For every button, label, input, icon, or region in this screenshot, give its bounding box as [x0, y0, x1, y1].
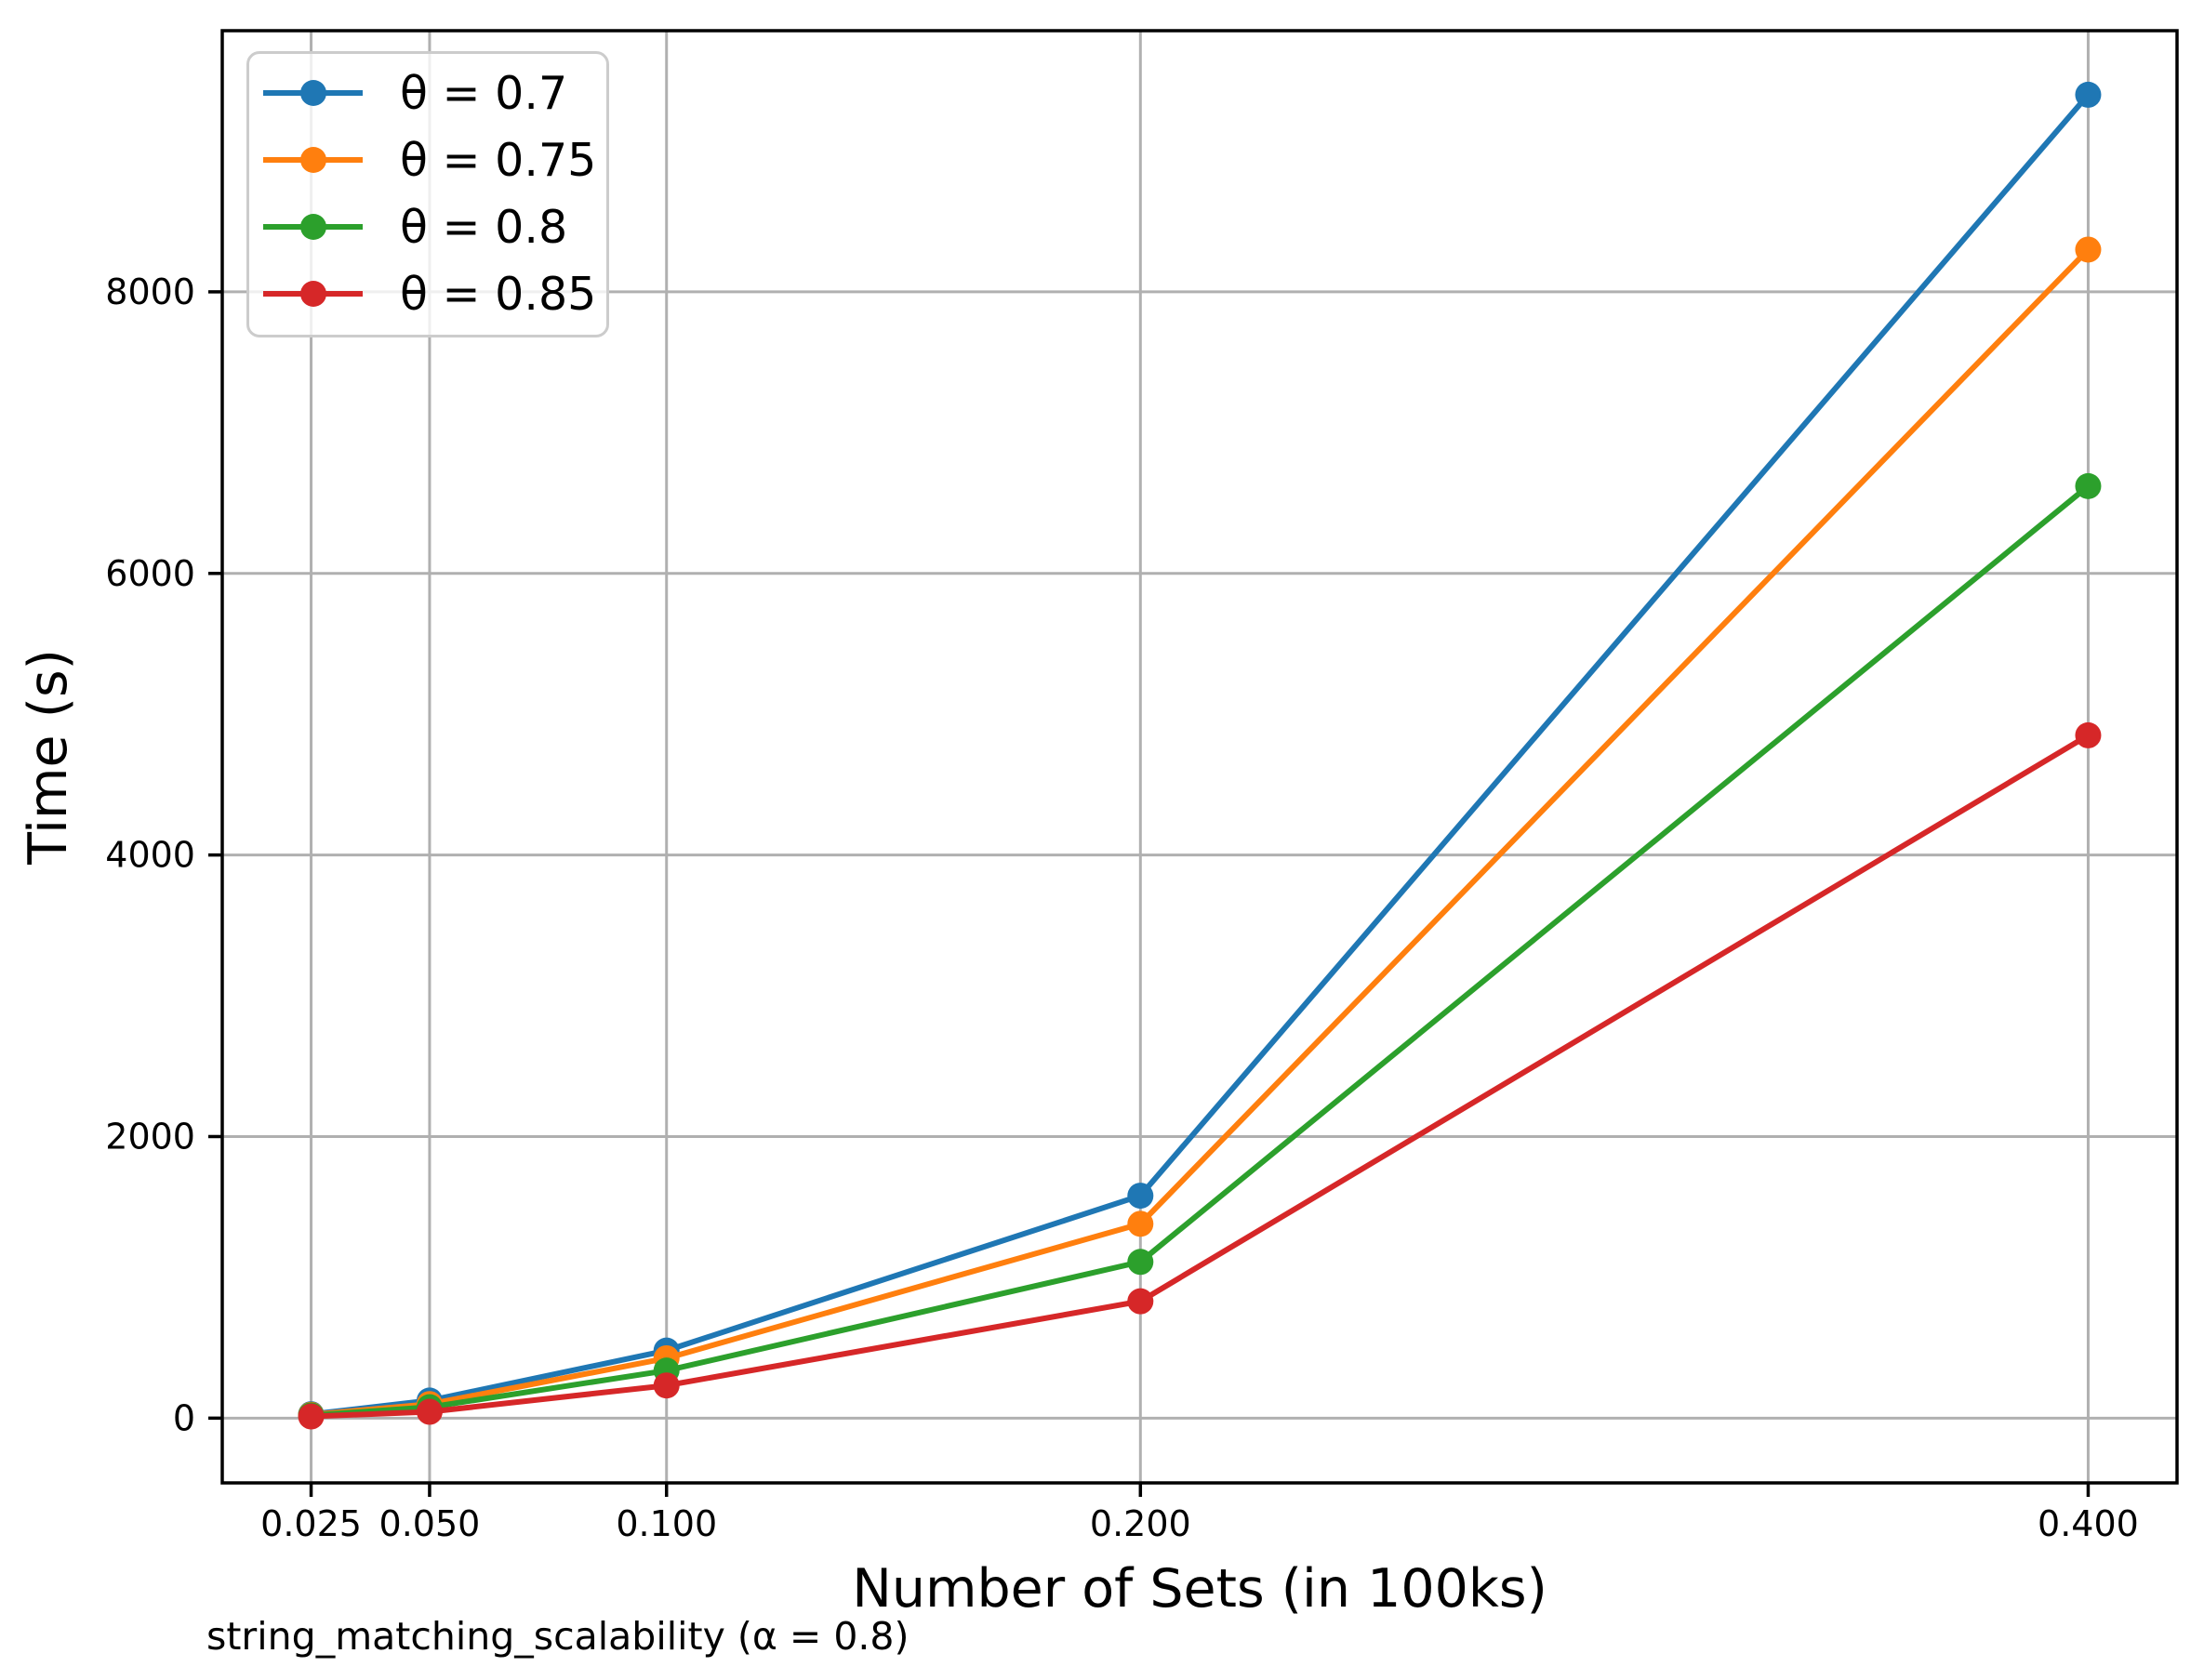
x-tick-label: 0.100 [616, 1503, 717, 1544]
x-tick-labels: 0.025 0.050 0.100 0.200 0.400 [260, 1503, 2139, 1544]
data-point-marker [298, 1403, 325, 1430]
axis-ticks [208, 290, 2091, 1497]
data-point-marker [1127, 1210, 1154, 1237]
plot-border [220, 29, 2179, 1485]
x-tick-label: 0.025 [260, 1503, 362, 1544]
legend-label: θ = 0.8 [400, 200, 568, 254]
y-tick-label: 0 [173, 1397, 195, 1438]
data-point-marker [2075, 81, 2102, 108]
data-point-marker [1127, 1288, 1154, 1315]
y-tick-label: 6000 [105, 553, 195, 594]
legend-label: θ = 0.7 [400, 66, 568, 120]
x-axis-label: Number of Sets (in 100ks) [852, 1558, 1547, 1620]
figure-caption: string_matching_scalability (α = 0.8) [206, 1614, 909, 1659]
y-tick-labels: 0 2000 4000 6000 8000 [105, 271, 195, 1438]
series-line [308, 732, 2091, 1420]
legend-item: θ = 0.85 [263, 260, 606, 327]
legend-dot [299, 80, 326, 106]
legend-marker-icon [263, 279, 363, 309]
y-tick-label: 2000 [105, 1116, 195, 1157]
x-tick-label: 0.400 [2038, 1503, 2139, 1544]
legend-dot [299, 214, 326, 240]
data-point-marker [653, 1372, 680, 1399]
series-2 [298, 472, 2102, 1429]
series-line [308, 483, 2091, 1419]
legend-label: θ = 0.85 [400, 267, 597, 321]
legend: θ = 0.7 θ = 0.75 θ = 0.8 θ = 0.85 [246, 51, 609, 337]
legend-dot [299, 147, 326, 173]
data-point-marker [1127, 1249, 1154, 1276]
series-3 [298, 721, 2102, 1430]
legend-label: θ = 0.75 [400, 133, 597, 187]
series-1 [298, 236, 2102, 1428]
data-point-marker [2075, 472, 2102, 499]
y-tick-label: 8000 [105, 271, 195, 312]
series-line [308, 246, 2091, 1418]
y-tick-label: 4000 [105, 835, 195, 876]
legend-item: θ = 0.75 [263, 126, 606, 193]
x-tick-label: 0.050 [379, 1503, 481, 1544]
y-axis-label: Time (s) [18, 649, 79, 865]
data-point-marker [1127, 1183, 1154, 1210]
data-point-marker [2075, 721, 2102, 748]
legend-marker-icon [263, 78, 363, 108]
data-point-marker [416, 1398, 443, 1425]
legend-item: θ = 0.7 [263, 60, 606, 126]
x-tick-label: 0.200 [1090, 1503, 1191, 1544]
data-point-marker [2075, 236, 2102, 263]
legend-dot [299, 281, 326, 307]
legend-item: θ = 0.8 [263, 193, 606, 260]
legend-marker-icon [263, 145, 363, 175]
legend-marker-icon [263, 212, 363, 242]
